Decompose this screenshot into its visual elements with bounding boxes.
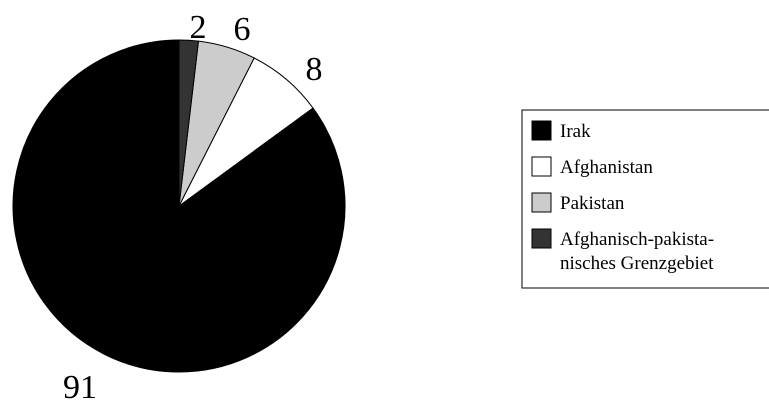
legend-box	[521, 109, 769, 289]
legend-swatch-afghanisch-pakistanisches-grenzgebiet	[531, 228, 552, 249]
legend-swatch-pakistan	[531, 192, 552, 213]
data-label-afghanistan: 8	[306, 51, 323, 88]
legend-items: Irak Afghanistan Pakistan Afghanisch-pakist…	[531, 120, 714, 274]
data-label-afghanisch-pakistanisches-grenzgebiet: 2	[190, 9, 207, 46]
legend-label-afghanistan: Afghanistan	[560, 157, 653, 178]
legend-label-irak: Irak	[560, 121, 591, 142]
pie-slice-afghanisch-pakistanisches-grenzgebiet	[178, 39, 200, 207]
pie-slices	[12, 39, 346, 373]
legend-label-afghanisch-pakistanisches-grenzgebiet: Afghanisch-pakista-	[560, 229, 714, 250]
data-label-irak: 91	[63, 369, 97, 406]
legend-label-pakistan: Pakistan	[560, 193, 625, 214]
legend-label-afghanisch-pakistanisches-grenzgebiet-line-2: nisches Grenzgebiet	[560, 253, 714, 274]
pie-data-labels: 91 8 62	[63, 9, 323, 406]
legend-swatch-afghanistan	[531, 156, 552, 177]
data-label-pakistan: 6	[234, 11, 251, 48]
legend: Irak Afghanistan Pakistan Afghanisch-pakist…	[521, 109, 769, 289]
legend-swatch-irak	[531, 120, 552, 141]
